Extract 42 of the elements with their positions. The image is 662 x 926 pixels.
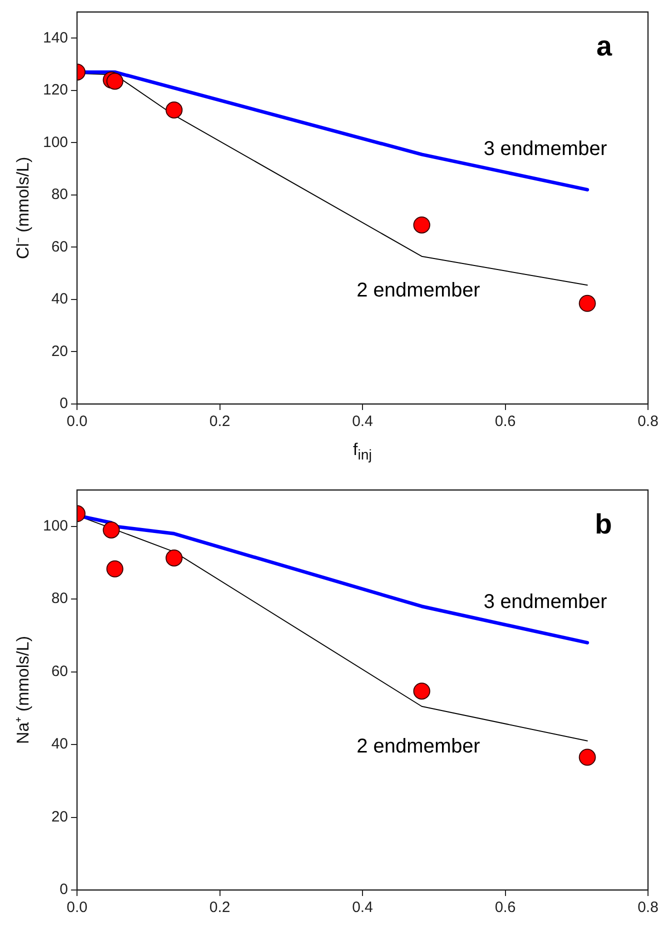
- x-axis-title: f$_{inj}$: [353, 440, 372, 464]
- y-axis-title: Na⁺ (mmols/L): [12, 636, 34, 744]
- y-tick-label: 60: [51, 662, 68, 680]
- y-tick-label: 80: [51, 590, 68, 608]
- series-label: 3 endmember: [484, 138, 608, 160]
- point: [166, 102, 183, 118]
- x-tick-label: 0.0: [66, 413, 88, 430]
- x-tick-label: 0.4: [352, 413, 373, 430]
- point: [578, 294, 596, 312]
- y-tick-label: 120: [42, 82, 68, 99]
- y-tick-label: 20: [51, 808, 68, 826]
- y-tick-label: 0: [60, 395, 68, 412]
- y-tick-label: 40: [51, 290, 68, 308]
- point: [578, 748, 596, 766]
- y-tick-label: 40: [51, 736, 68, 753]
- x-tick-label: 0.2: [209, 899, 230, 916]
- annotation: a: [596, 30, 612, 62]
- point: [106, 560, 124, 578]
- x-tick-label: 0.6: [494, 413, 516, 430]
- point: [413, 682, 430, 700]
- x-tick-label: 0.2: [209, 413, 230, 430]
- y-axis-title: Cl⁻ (mmols/L): [12, 156, 34, 260]
- x-tick-label: 0.0: [66, 899, 88, 916]
- point: [102, 522, 120, 538]
- point: [413, 216, 430, 234]
- y-tick-label: 80: [51, 186, 68, 204]
- series-label: 2 endmember: [356, 280, 480, 302]
- y-tick-label: 100: [42, 134, 68, 151]
- y-tick-label: 20: [51, 342, 68, 360]
- y-tick-label: 140: [42, 29, 68, 46]
- annotation: b: [594, 508, 612, 540]
- y-tick-label: 0: [60, 881, 68, 898]
- x-tick-label: 0.6: [494, 899, 516, 916]
- x-tick-label: 0.8: [638, 899, 658, 916]
- series-label: 3 endmember: [484, 591, 608, 614]
- point: [166, 550, 183, 566]
- x-tick-label: 0.4: [352, 899, 373, 916]
- series-label: 2 endmember: [356, 735, 480, 758]
- x-tick-label: 0.8: [638, 413, 658, 430]
- y-tick-label: 60: [51, 238, 68, 256]
- y-tick-label: 100: [42, 518, 68, 535]
- point: [106, 72, 124, 90]
